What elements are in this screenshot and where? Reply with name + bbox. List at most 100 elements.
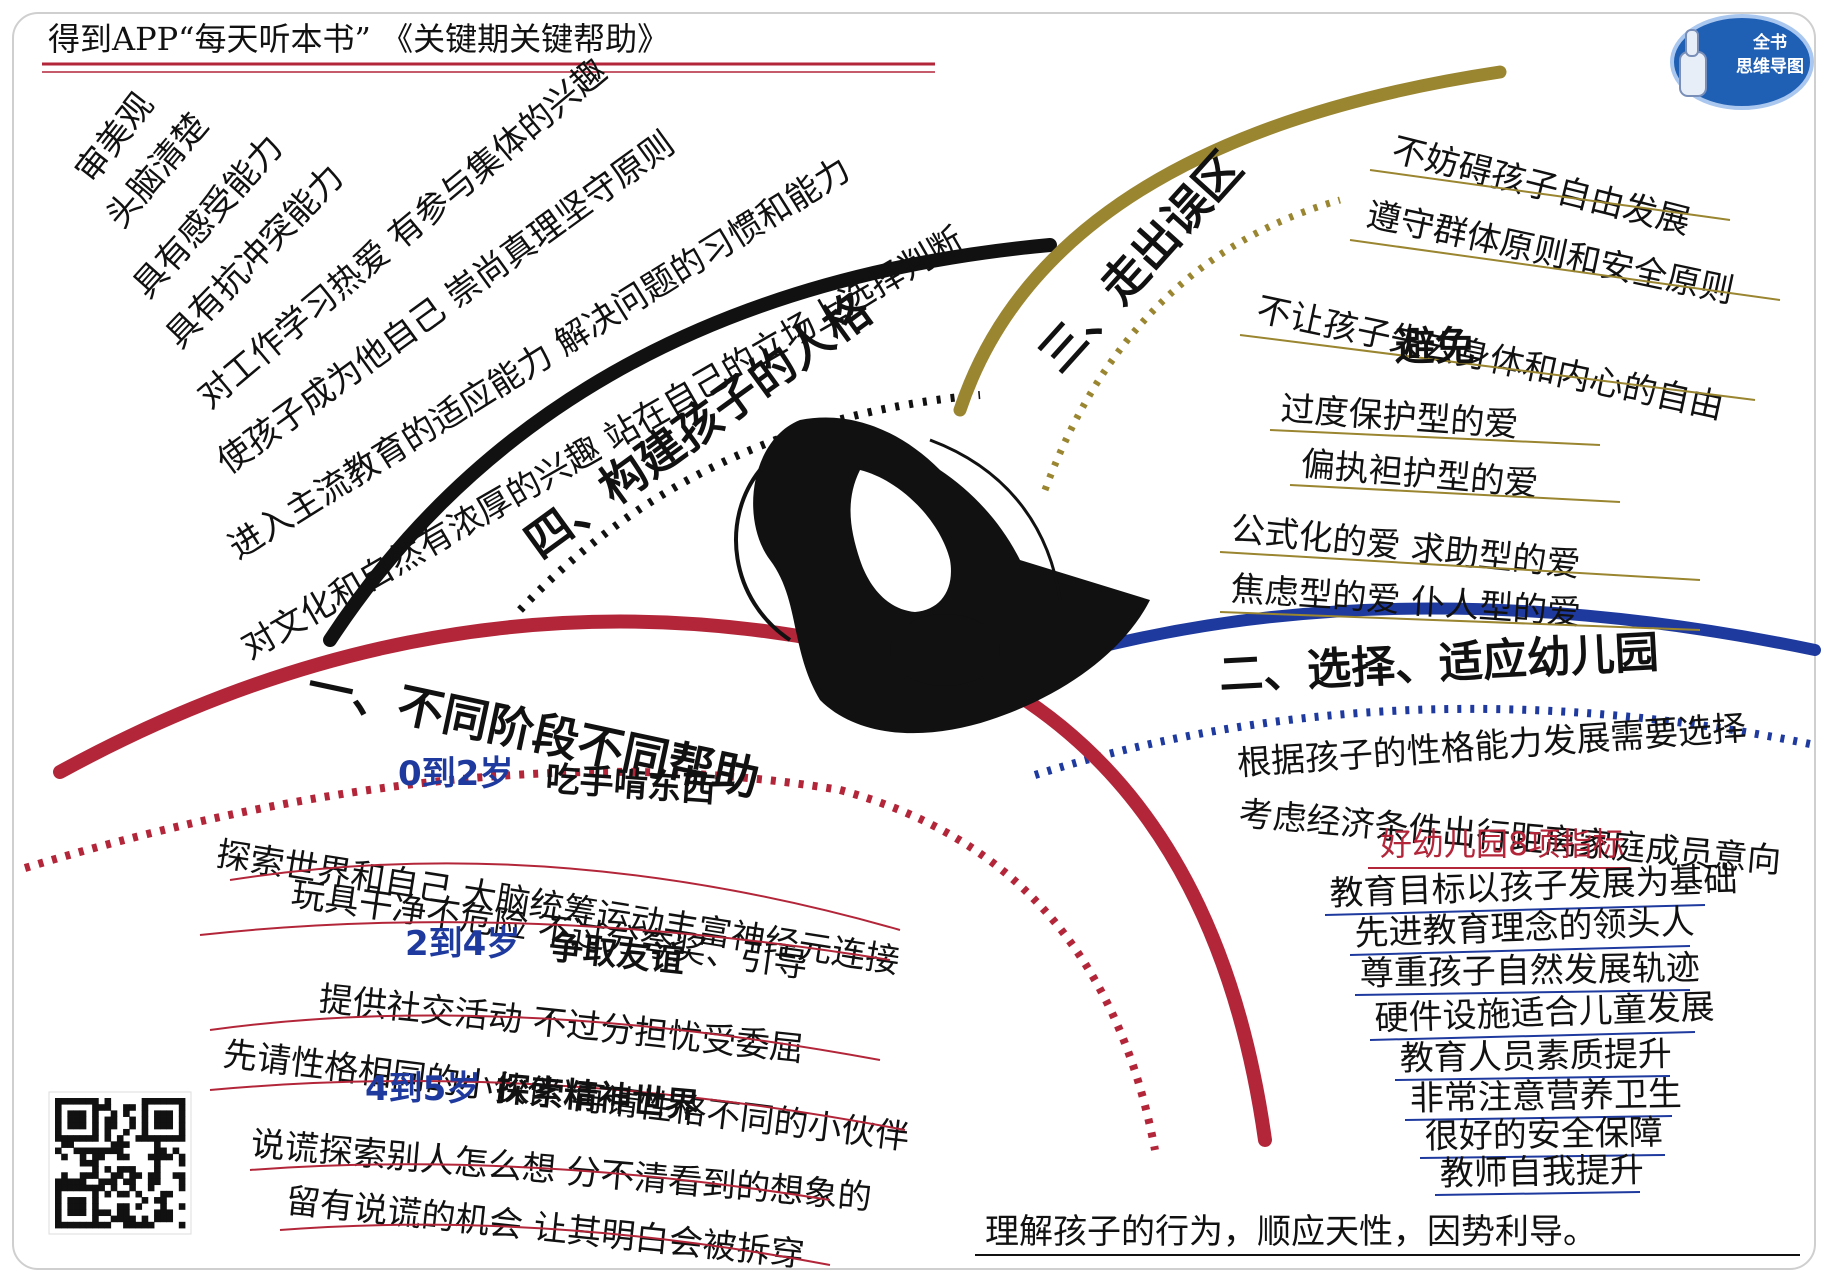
indicator-underline	[1419, 1154, 1666, 1159]
qr-module	[55, 1197, 62, 1204]
qr-module	[79, 1197, 87, 1204]
qr-module	[85, 1135, 93, 1142]
section2-indicators-title: 好幼儿园8项指标	[1380, 825, 1624, 863]
qr-module	[55, 1221, 62, 1229]
section3-avoid-item: 过度保护型的爱	[1279, 389, 1519, 446]
qr-module	[166, 1190, 174, 1198]
qr-module	[73, 1147, 81, 1155]
qr-module	[116, 1135, 124, 1142]
qr-module	[166, 1098, 174, 1105]
qr-module	[123, 1153, 130, 1161]
section3-avoid-underline	[1289, 484, 1621, 503]
qr-module	[67, 1135, 74, 1142]
qr-module	[104, 1190, 112, 1198]
qr-module	[116, 1190, 124, 1198]
qr-module	[160, 1203, 167, 1210]
qr-module	[98, 1147, 105, 1155]
qr-module	[92, 1190, 99, 1198]
qr-module	[79, 1147, 87, 1155]
qr-module	[160, 1110, 167, 1117]
qr-module	[129, 1116, 136, 1124]
qr-module	[147, 1135, 155, 1142]
qr-module	[85, 1098, 93, 1105]
qr-module	[154, 1166, 161, 1173]
qr-module	[104, 1135, 112, 1142]
qr-module	[129, 1215, 136, 1223]
qr-module	[55, 1128, 62, 1136]
qr-module	[129, 1104, 136, 1111]
qr-module	[110, 1147, 118, 1155]
qr-module	[160, 1197, 167, 1204]
qr-module	[178, 1178, 186, 1186]
qr-module	[178, 1203, 186, 1210]
qr-module	[92, 1110, 99, 1117]
silhouette-face	[850, 470, 951, 612]
qr-module	[141, 1098, 149, 1105]
qr-module	[92, 1221, 99, 1229]
indicator-underline	[1324, 904, 1706, 916]
qr-module	[116, 1153, 124, 1161]
section4-arc	[323, 238, 1057, 647]
qr-module	[166, 1116, 174, 1124]
qr-module	[172, 1098, 180, 1105]
qr-module	[61, 1172, 68, 1179]
stage-line-underline	[249, 1163, 831, 1201]
stage-age: 4到5岁	[365, 1069, 480, 1109]
section2-title: 二、选择、适应幼儿园	[1218, 627, 1660, 701]
qr-module	[79, 1221, 87, 1229]
qr-module	[123, 1209, 130, 1217]
qr-module	[141, 1104, 149, 1111]
indicator-item: 教育人员素质提升	[1399, 1034, 1672, 1079]
qr-module	[104, 1116, 112, 1124]
section3-arc	[953, 65, 1507, 417]
qr-module	[172, 1147, 180, 1155]
qr-module	[55, 1215, 62, 1223]
qr-module	[116, 1172, 124, 1179]
hair-strand-2	[929, 438, 1062, 601]
qr-module	[92, 1098, 99, 1105]
qr-module	[154, 1209, 161, 1217]
qr-module	[129, 1184, 136, 1192]
qr-module	[135, 1172, 143, 1179]
qr-module	[123, 1221, 130, 1229]
qr-module	[92, 1197, 99, 1204]
header-title: 得到APP“每天听本书” 《关键期关键帮助》	[48, 20, 669, 58]
qr-module	[178, 1122, 186, 1130]
indicator-item: 尊重孩子自然发展轨迹	[1359, 948, 1700, 994]
section1-dashed-arc	[23, 767, 1159, 1151]
qr-module	[79, 1153, 87, 1161]
section2-item: 根据孩子的性格能力发展需要选择	[1236, 708, 1748, 783]
indicator-underline	[1369, 1031, 1696, 1041]
qr-module	[55, 1104, 62, 1111]
qr-module	[55, 1178, 62, 1186]
indicator-underline	[1354, 989, 1691, 996]
section3-avoid-underline	[1219, 611, 1701, 631]
qr-module	[104, 1166, 112, 1173]
qr-module	[73, 1098, 81, 1105]
qr-module	[67, 1184, 74, 1192]
section3-avoid-underline	[1269, 429, 1601, 446]
qr-module	[116, 1166, 124, 1173]
qr-module	[55, 1098, 62, 1105]
qr-module	[147, 1098, 155, 1105]
qr-module	[147, 1184, 155, 1192]
qr-module	[92, 1147, 99, 1155]
stage-age: 0到2岁	[398, 754, 513, 794]
qr-module	[135, 1190, 143, 1198]
silhouette-body	[753, 417, 1150, 734]
qr-module	[104, 1122, 112, 1130]
qr-module	[67, 1221, 74, 1229]
qr-module	[178, 1159, 186, 1167]
qr-module	[110, 1215, 118, 1223]
qr-module	[92, 1153, 99, 1161]
stage-line-underline	[229, 862, 901, 931]
qr-module	[154, 1178, 161, 1186]
qr-module	[67, 1116, 74, 1124]
qr-module	[98, 1153, 105, 1161]
qr-module	[123, 1203, 130, 1210]
qr-module	[178, 1221, 186, 1229]
qr-module	[160, 1215, 167, 1223]
qr-module	[55, 1122, 62, 1130]
stage-line-underline	[199, 921, 891, 961]
